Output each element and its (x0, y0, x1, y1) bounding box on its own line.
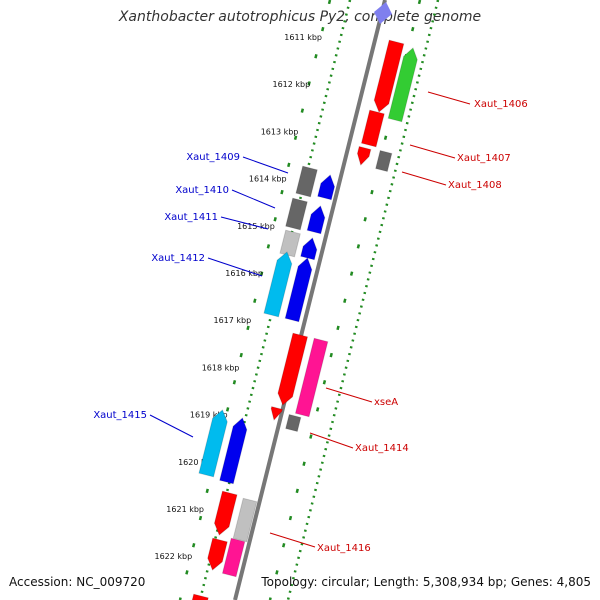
gene-blue-block (300, 237, 318, 261)
gene-label: Xaut_1408 (448, 180, 502, 191)
gene-label: Xaut_1406 (474, 99, 528, 110)
gene-label: xseA (374, 397, 398, 408)
gene-cyan-block (198, 409, 228, 478)
gene-magenta-block (294, 337, 329, 418)
backbone-line (233, 0, 387, 600)
gene-gray-block (295, 165, 318, 198)
gene-red-block (213, 490, 238, 536)
kbp-tick-label: 1617 kbp (213, 316, 251, 325)
gene-features (191, 39, 418, 600)
gene-gray-block (285, 197, 308, 231)
gene-red-block (270, 406, 283, 422)
gene-leader-line (409, 144, 456, 159)
gene-gray-block (279, 229, 301, 258)
gene-red-block (207, 537, 228, 571)
genome-summary-text: Topology: circular; Length: 5,308,934 bp… (261, 575, 591, 589)
gene-label: Xaut_1414 (355, 443, 409, 454)
gene-leader-line (231, 189, 276, 209)
dotted-track-right (286, 0, 440, 600)
gene-red-block (360, 109, 385, 148)
kbp-tick-label: 1619 kbp (190, 411, 228, 420)
gene-red-block (356, 145, 372, 166)
gene-cyan-block (263, 251, 293, 318)
gene-label: Xaut_1409 (186, 152, 240, 163)
gene-gray-block (285, 413, 302, 433)
kbp-tick-label: 1620 kbp (178, 458, 216, 467)
gene-leader-line (269, 532, 316, 548)
genome-backbone (233, 0, 392, 600)
kbp-tick-label: 1618 kbp (202, 363, 240, 372)
gene-label: Xaut_1411 (164, 212, 218, 223)
gene-leader-line (309, 432, 354, 449)
kbp-tick-label: 1621 kbp (166, 505, 204, 514)
gene-labels: Xaut_1406 Xaut_1407 Xaut_1408 Xaut_1409 Xaut… (93, 91, 528, 554)
gene-red-block (277, 332, 309, 406)
gene-red-block (191, 593, 209, 600)
kbp-tick-label: 1613 kbp (261, 127, 299, 136)
gene-green-block (387, 47, 418, 123)
gene-label: Xaut_1407 (457, 153, 511, 164)
gene-red-block (373, 39, 405, 113)
gene-leader-line (220, 216, 269, 230)
kbp-tick-label: 1612 kbp (272, 80, 310, 89)
gene-leader-line (401, 171, 447, 186)
gene-gray-block (375, 149, 393, 173)
gene-blue-block (284, 257, 313, 323)
gene-blue-block (219, 417, 248, 485)
gene-leader-line (325, 387, 373, 403)
gene-leader-line (242, 156, 289, 174)
gene-gray-block (232, 497, 258, 543)
feature-track-left (178, 0, 332, 600)
gene-label: Xaut_1412 (151, 253, 205, 264)
gene-blue-block (306, 205, 326, 235)
gene-label: Xaut_1410 (175, 185, 229, 196)
kbp-tick-label: 1616 kbp (225, 269, 263, 278)
feature-track-right (268, 0, 422, 600)
gene-blue-block (317, 174, 336, 201)
gene-magenta-block (221, 537, 246, 578)
gene-leader-line (207, 257, 263, 277)
top-marker (374, 2, 392, 24)
accession-text: Accession: NC_009720 (9, 575, 146, 589)
gene-leader-line (149, 414, 194, 438)
gene-label: Xaut_1416 (317, 543, 371, 554)
kbp-tick-label: 1614 kbp (249, 175, 287, 184)
gene-leader-line (427, 91, 471, 105)
gene-label: Xaut_1415 (93, 410, 147, 421)
kbp-tick-label: 1611 kbp (284, 33, 322, 42)
kbp-tick-label: 1622 kbp (154, 552, 192, 561)
